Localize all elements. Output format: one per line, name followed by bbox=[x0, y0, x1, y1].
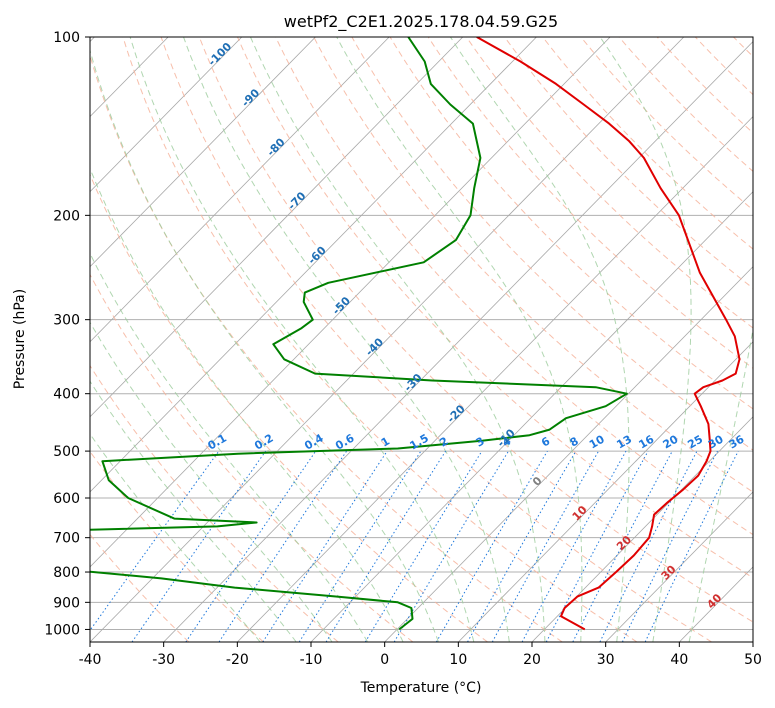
y-tick-label: 700 bbox=[53, 531, 80, 547]
moist-adiabat bbox=[688, 326, 753, 642]
isotherm-line bbox=[605, 491, 753, 642]
y-tick-label: 500 bbox=[53, 444, 80, 460]
plot-frame bbox=[89, 36, 754, 643]
dry-adiabat bbox=[580, 37, 753, 211]
isotherm-line bbox=[458, 341, 753, 642]
dry-adiabat bbox=[160, 37, 712, 642]
mixing-ratio-line bbox=[467, 450, 577, 642]
x-axis-label: Temperature (°C) bbox=[360, 680, 482, 696]
dry-adiabat bbox=[351, 37, 753, 451]
mixing-ratio-line bbox=[545, 450, 649, 642]
isotherm-line bbox=[531, 416, 753, 642]
chart-title: wetPf2_C2E1.2025.178.04.59.G25 bbox=[284, 12, 558, 32]
moist-adiabat bbox=[183, 37, 510, 642]
temperature-trace bbox=[476, 37, 741, 631]
moist-adiabat bbox=[336, 37, 583, 642]
y-axis-label: Pressure (hPa) bbox=[12, 289, 28, 389]
mixing-ratio-line bbox=[298, 450, 422, 642]
dry-adiabat bbox=[465, 37, 753, 329]
x-tick-label: 40 bbox=[670, 652, 688, 668]
moist-adiabat bbox=[90, 433, 261, 642]
isotherm-line bbox=[90, 37, 537, 493]
dry-adiabat bbox=[90, 173, 488, 642]
moist-adiabat bbox=[90, 252, 369, 642]
isotherm-line bbox=[310, 191, 753, 642]
dewpoint-trace bbox=[90, 37, 628, 631]
mixing-ratio-line bbox=[131, 450, 267, 642]
moist-adiabat bbox=[90, 321, 333, 642]
mixing-ratio-line bbox=[185, 450, 317, 642]
y-tick-label: 800 bbox=[53, 565, 80, 581]
isotherm-line bbox=[90, 37, 685, 642]
isotherm-line bbox=[384, 266, 753, 642]
mixing-ratio-line bbox=[393, 450, 509, 642]
moist-adiabat bbox=[90, 48, 439, 642]
isotherm-line bbox=[90, 37, 316, 268]
axis-ticks: -40 -30 -20 -10 0 10 20 30 40 50 100 200 300 400 500 60… bbox=[44, 30, 762, 668]
isotherm-line bbox=[90, 37, 390, 343]
plot-lines bbox=[90, 37, 753, 642]
x-tick-label: -20 bbox=[226, 652, 249, 668]
moist-adiabat bbox=[90, 167, 404, 642]
mixing-ratio-line bbox=[491, 450, 600, 642]
moist-adiabat bbox=[449, 37, 630, 642]
mixing-ratio-line bbox=[364, 450, 483, 642]
y-tick-label: 600 bbox=[53, 491, 80, 507]
dry-adiabat bbox=[90, 53, 563, 642]
x-tick-label: 10 bbox=[449, 652, 467, 668]
mixing-ratio-line bbox=[644, 450, 739, 642]
moist-adiabat bbox=[90, 380, 297, 642]
dry-adiabat bbox=[90, 450, 264, 642]
mixing-ratio-line bbox=[521, 450, 627, 642]
x-tick-label: -40 bbox=[79, 652, 102, 668]
x-tick-label: -10 bbox=[300, 652, 323, 668]
isotherm-line bbox=[90, 37, 243, 193]
y-tick-label: 1000 bbox=[44, 622, 80, 638]
mixing-ratio-line bbox=[435, 450, 548, 642]
moist-adiabat bbox=[129, 37, 475, 642]
y-tick-label: 400 bbox=[53, 387, 80, 403]
y-tick-label: 200 bbox=[53, 208, 80, 224]
isotherm-line bbox=[237, 116, 753, 642]
dry-adiabat bbox=[275, 37, 753, 536]
x-tick-label: 0 bbox=[380, 652, 389, 668]
y-tick-label: 100 bbox=[53, 30, 80, 46]
moist-adiabat bbox=[599, 37, 692, 642]
dry-adiabat bbox=[618, 37, 753, 172]
y-tick-label: 300 bbox=[53, 313, 80, 329]
x-tick-label: 20 bbox=[523, 652, 541, 668]
y-tick-label: 900 bbox=[53, 595, 80, 611]
x-tick-label: -30 bbox=[152, 652, 175, 668]
x-tick-label: 50 bbox=[744, 652, 762, 668]
dry-adiabat bbox=[122, 37, 638, 642]
isotherm-line bbox=[90, 37, 464, 418]
isotherm-line bbox=[90, 37, 611, 568]
dry-adiabat bbox=[389, 37, 753, 410]
mixing-ratio-line bbox=[325, 450, 447, 642]
dry-adiabat bbox=[427, 37, 753, 369]
moist-adiabat bbox=[250, 37, 546, 642]
x-tick-label: 30 bbox=[597, 652, 615, 668]
mixing-ratio-line bbox=[90, 450, 220, 632]
